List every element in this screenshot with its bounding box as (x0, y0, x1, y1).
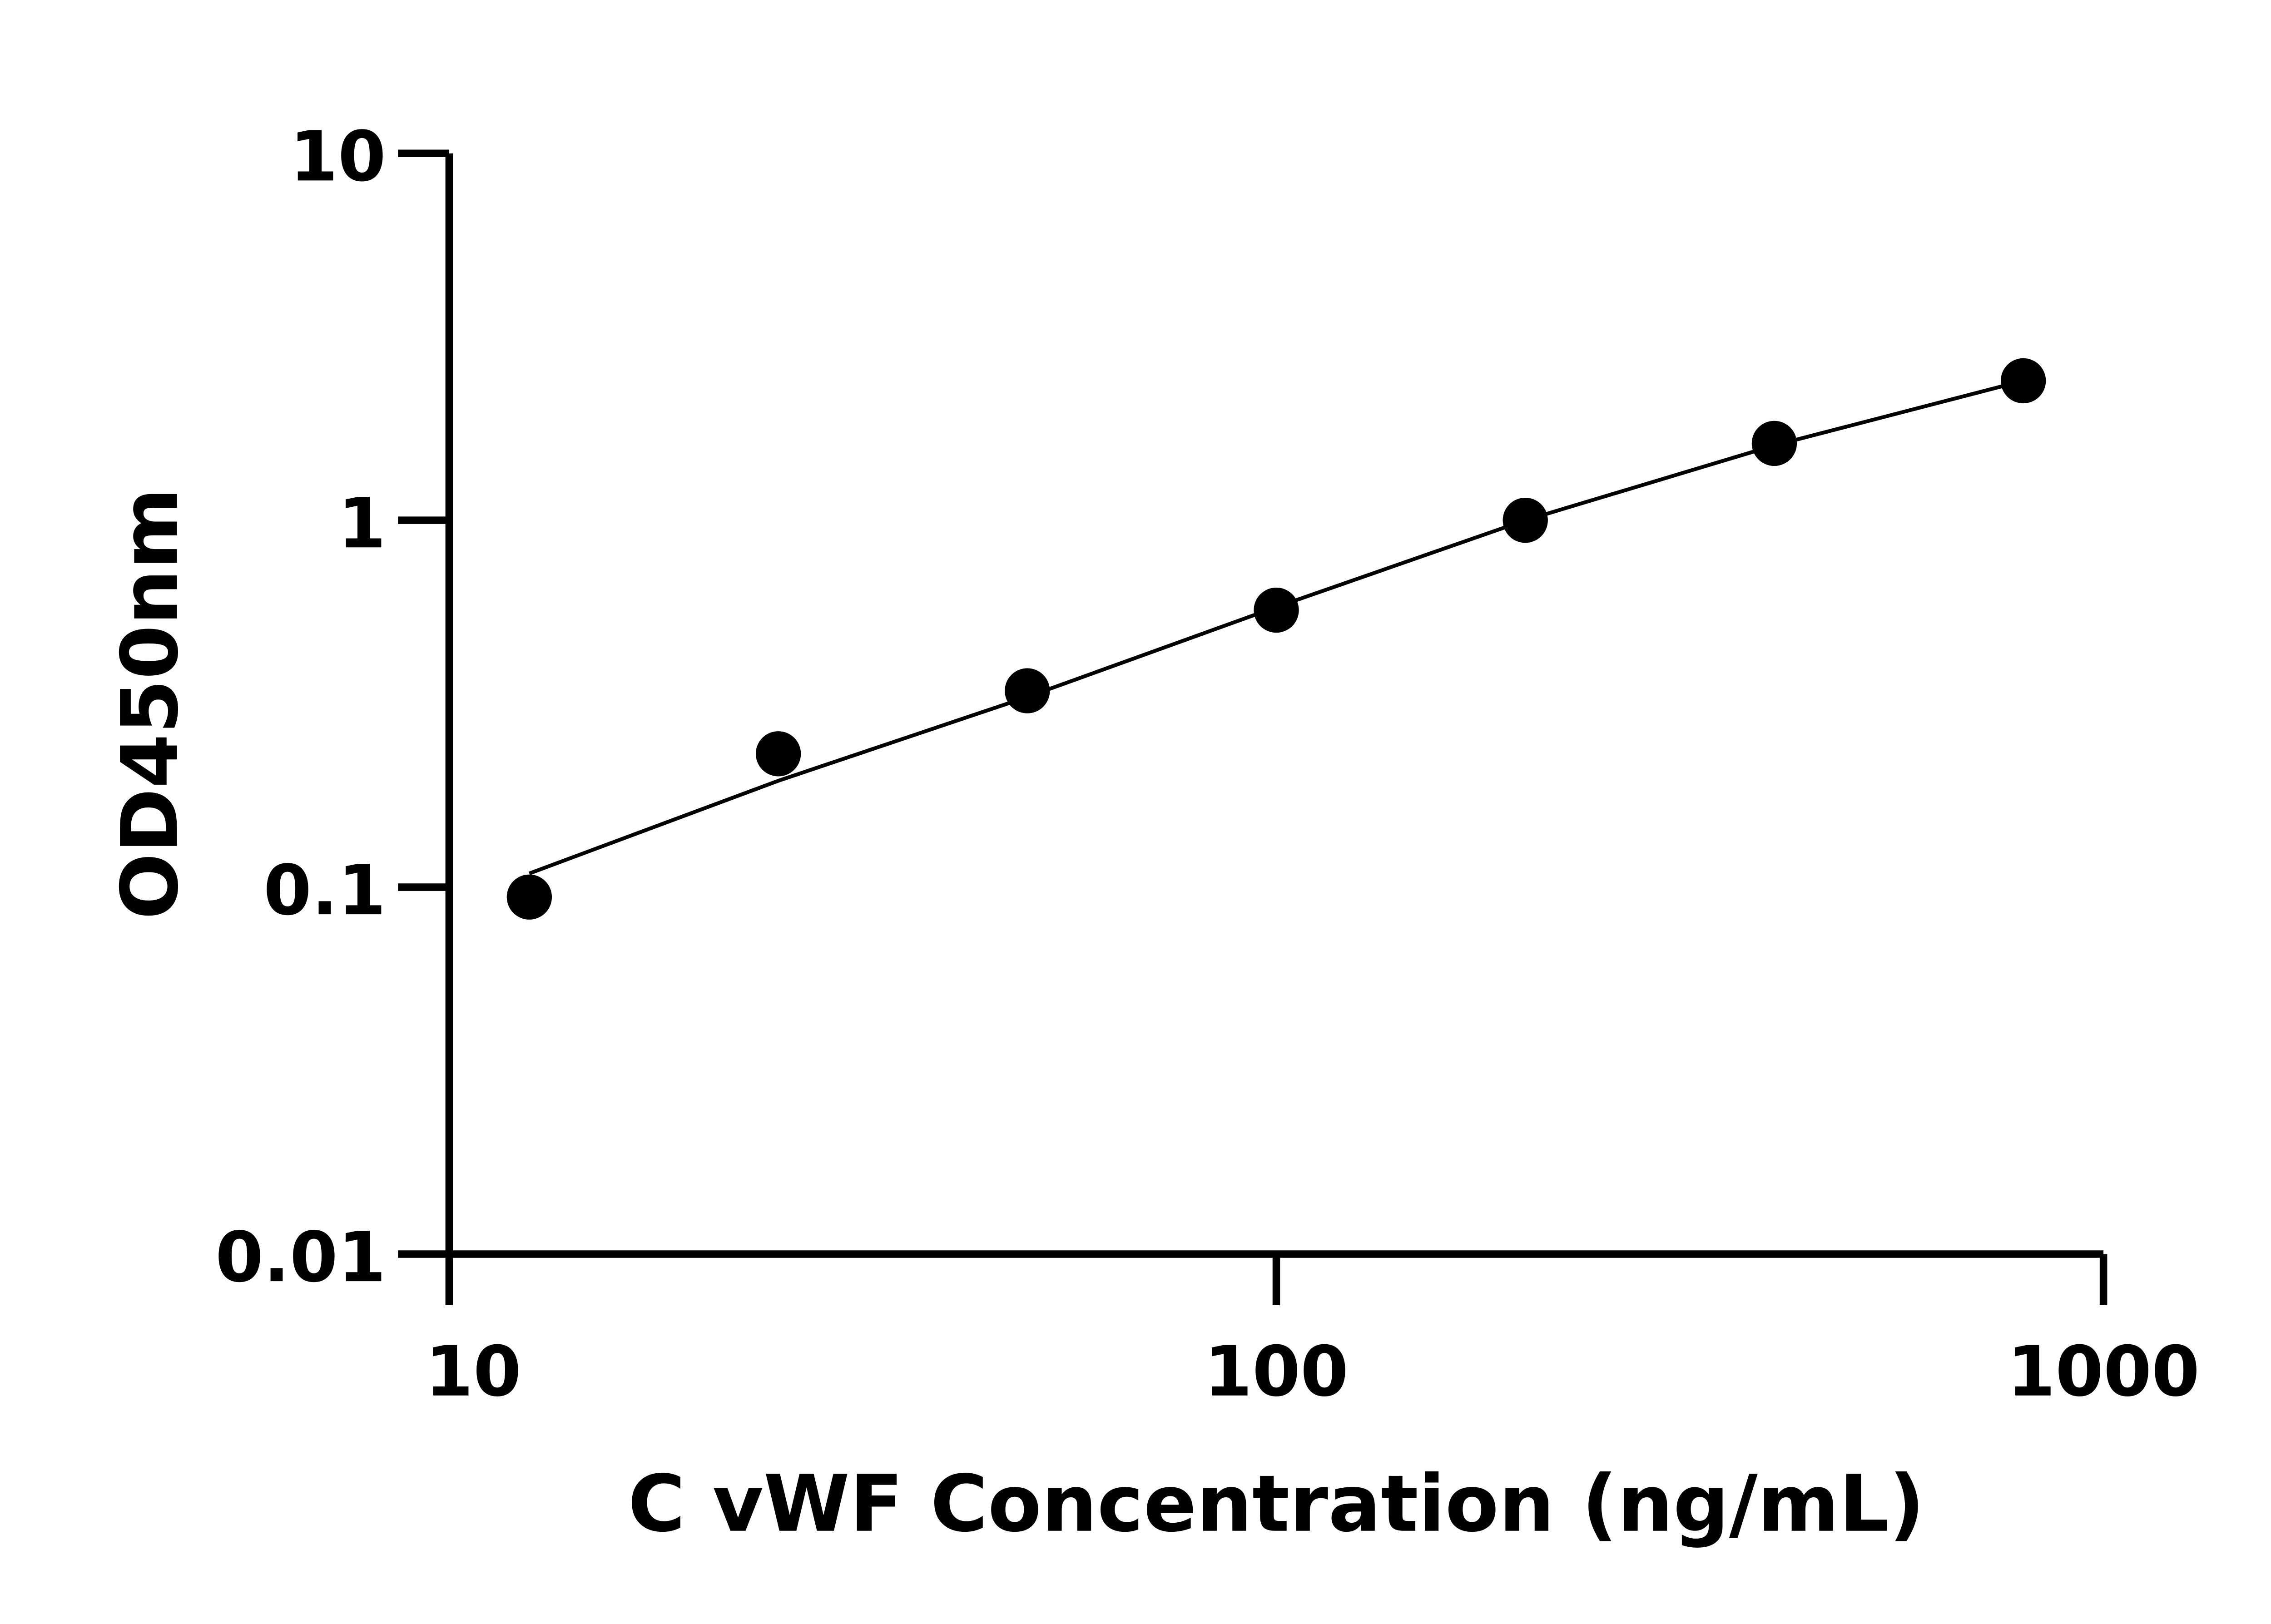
data-point (1751, 421, 1797, 466)
data-point (1502, 497, 1548, 543)
y-tick-label: 10 (290, 116, 386, 197)
data-point (1254, 587, 1299, 633)
axes (398, 153, 2104, 1306)
y-tick-label: 0.1 (263, 850, 386, 931)
data-point (755, 731, 801, 777)
y-axis-label: OD450nm (104, 488, 196, 920)
ticks: 10 100 1000 0.01 0.1 1 10 (215, 116, 2200, 1411)
data-point (506, 874, 552, 920)
data-point (2000, 358, 2046, 404)
data-points (506, 358, 2046, 920)
x-tick-label: 100 (1204, 1332, 1349, 1412)
x-tick-label: 10 (425, 1332, 521, 1412)
x-tick-label: 1000 (2007, 1332, 2200, 1412)
y-tick-label: 0.01 (215, 1217, 386, 1297)
y-tick-label: 1 (338, 483, 386, 564)
x-axis-label: C vWF Concentration (ng/mL) (628, 1458, 1924, 1550)
data-point (1005, 668, 1050, 713)
